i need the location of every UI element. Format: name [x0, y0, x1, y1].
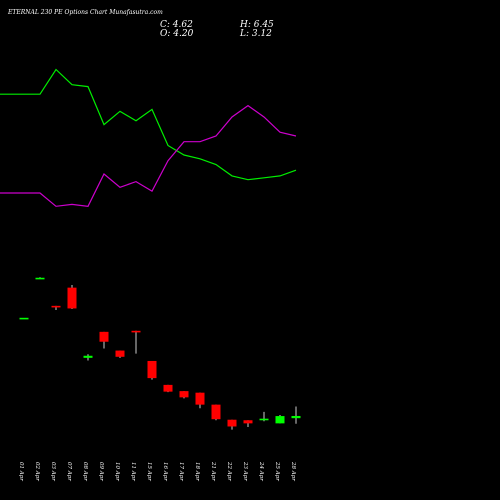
candle — [275, 415, 285, 424]
x-tick-label: 10 Apr — [114, 462, 120, 481]
indicator-line-1 — [0, 68, 297, 181]
candle-body — [211, 404, 221, 420]
candle-body — [291, 415, 301, 419]
candle-body — [99, 331, 109, 342]
candle — [147, 360, 157, 380]
candle-body — [147, 360, 157, 379]
candle-body — [19, 317, 29, 320]
candle — [259, 411, 269, 422]
candle-body — [163, 384, 173, 392]
x-tick-label: 01 Apr — [18, 462, 24, 481]
candle — [291, 406, 301, 424]
candle — [131, 330, 141, 354]
candle-body — [67, 287, 77, 309]
candle — [179, 391, 189, 399]
x-tick-label: 16 Apr — [162, 462, 168, 481]
x-tick-label: 02 Apr — [34, 462, 40, 481]
ohlc-close: C: 4.62 — [160, 20, 193, 30]
candle — [211, 404, 221, 421]
candle-body — [179, 391, 189, 398]
x-tick-label: 24 Apr — [258, 461, 264, 481]
ohlc-open: O: 4.20 — [160, 29, 194, 39]
x-tick-label: 25 Apr — [274, 461, 280, 481]
candle-body — [83, 355, 93, 358]
candle-body — [227, 419, 237, 427]
candle — [35, 277, 45, 280]
indicator-line-2 — [0, 104, 297, 207]
x-tick-label: 07 Apr — [66, 462, 72, 481]
x-tick-label: 08 Apr — [82, 462, 88, 481]
candle — [163, 384, 173, 393]
candle — [99, 331, 109, 349]
x-tick-label: 28 Apr — [290, 461, 296, 481]
x-tick-label: 11 Apr — [130, 462, 136, 481]
candle — [227, 419, 237, 430]
x-axis: 01 Apr 02 Apr 03 Apr 07 Apr 08 Apr 09 Apr 10 A… — [18, 461, 296, 481]
x-tick-label: 17 Apr — [178, 462, 184, 481]
x-tick-label: 09 Apr — [98, 462, 104, 481]
candle-body — [275, 416, 285, 424]
candle — [67, 285, 77, 309]
candle — [115, 350, 125, 358]
x-tick-label: 21 Apr — [210, 461, 216, 481]
x-tick-label: 03 Apr — [50, 462, 56, 481]
indicator-lines — [0, 68, 297, 207]
candle — [243, 420, 253, 427]
candle-body — [243, 420, 253, 424]
candle — [195, 392, 205, 409]
x-tick-label: 22 Apr — [226, 461, 232, 481]
candle-body — [195, 392, 205, 405]
x-tick-label: 18 Apr — [194, 462, 200, 481]
candle-body — [131, 330, 141, 333]
candle — [83, 354, 93, 361]
candle-body — [115, 350, 125, 357]
candles — [19, 277, 301, 430]
chart-title: ETERNAL 230 PE Options Chart Munafasutra… — [7, 9, 163, 16]
ohlc-low: L: 3.12 — [239, 29, 272, 39]
candle-body — [35, 277, 45, 280]
candle-body — [51, 305, 61, 308]
candle-body — [259, 418, 269, 421]
x-tick-label: 23 Apr — [242, 461, 248, 481]
ohlc-high: H: 6.45 — [239, 20, 274, 30]
candle — [51, 305, 61, 310]
x-tick-label: 15 Apr — [146, 462, 152, 481]
candle — [19, 317, 29, 320]
